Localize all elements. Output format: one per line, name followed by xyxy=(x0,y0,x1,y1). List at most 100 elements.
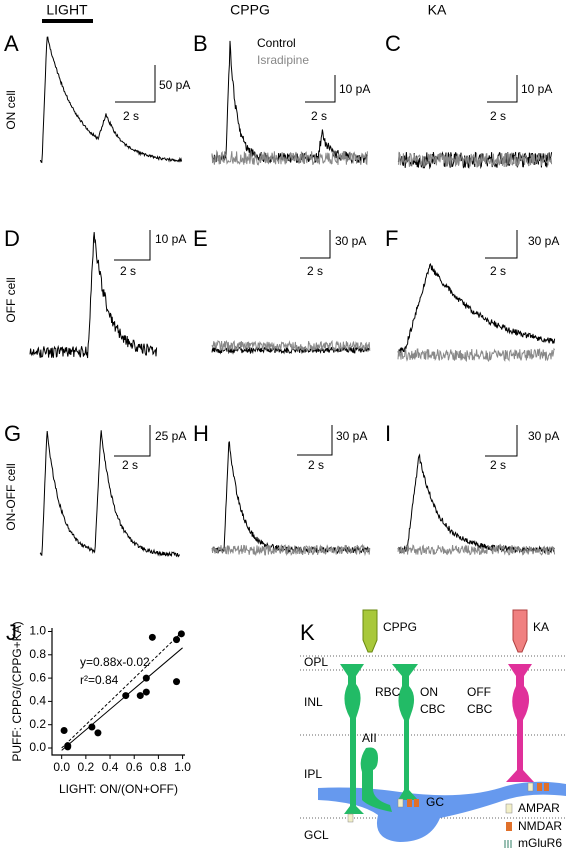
x-tick-label: 0.0 xyxy=(53,760,70,774)
panel-letter: B xyxy=(193,31,208,56)
y-tick-label: 0.6 xyxy=(29,670,46,684)
point xyxy=(64,743,72,751)
drug-label: CPPG xyxy=(383,620,417,634)
x-tick-label: 0.8 xyxy=(150,760,167,774)
point xyxy=(148,633,156,641)
scale-label-y: 50 pA xyxy=(159,78,190,92)
cell-label: AII xyxy=(362,731,377,745)
scale-label-y: 10 pA xyxy=(521,82,552,96)
trace xyxy=(397,151,553,168)
cell-label: CBC xyxy=(420,702,446,716)
point xyxy=(60,727,68,735)
scale-label-y: 30 pA xyxy=(335,234,366,248)
scatter-chart: 0.0 0.2 0.4 0.6 0.8 1.0 0.0 0.2 0.4 0.6 0.8 1.0 LIGH… xyxy=(10,621,191,796)
rod-bipolar-cell xyxy=(340,664,364,814)
legend-control: Control xyxy=(257,36,296,50)
y-tick-label: 1.0 xyxy=(29,624,46,638)
scale-label-y: 10 pA xyxy=(155,232,186,246)
scale-label-y: 25 pA xyxy=(155,429,186,443)
trace xyxy=(39,430,181,558)
scale-bar xyxy=(485,230,518,259)
trace xyxy=(397,347,556,363)
panel-letter: G xyxy=(4,421,21,446)
layer-label: IPL xyxy=(304,767,322,781)
nmdar-icon xyxy=(414,799,419,807)
retina-diagram: OPL INL IPL GCL CPPG KA RBC AII ON CBC O… xyxy=(300,609,566,850)
y-tick-label: 0.8 xyxy=(29,647,46,661)
trace xyxy=(397,262,556,354)
panel-letter: J xyxy=(6,620,17,645)
column-header: KA xyxy=(428,2,447,18)
scale-label-x: 2 s xyxy=(123,109,139,123)
panel-letter: C xyxy=(385,31,401,56)
scale-label-y: 30 pA xyxy=(528,429,559,443)
ganglion-cell xyxy=(318,781,566,842)
x-tick-label: 1.0 xyxy=(174,760,191,774)
scale-label-x: 2 s xyxy=(122,458,138,472)
panel-letter: I xyxy=(385,421,391,446)
receptor-label: mGluR6 xyxy=(518,836,562,850)
point xyxy=(88,723,96,731)
mglur6-icon xyxy=(504,840,512,848)
scale-bar xyxy=(297,425,333,456)
panel-letter: F xyxy=(385,226,398,251)
on-cone-bipolar-cell xyxy=(392,664,418,800)
trace xyxy=(29,232,158,359)
ampar-icon xyxy=(527,782,534,792)
scale-bar xyxy=(114,230,151,261)
nmdar-icon xyxy=(537,783,542,791)
cell-label: OFF xyxy=(467,685,491,699)
cell-label: ON xyxy=(420,685,438,699)
scale-bar xyxy=(485,425,518,457)
axes xyxy=(51,628,185,756)
point xyxy=(142,674,150,682)
layer-label: GCL xyxy=(304,828,329,842)
row-label: ON cell xyxy=(4,90,18,129)
layer-label: OPL xyxy=(304,655,328,669)
x-axis-label: LIGHT: ON/(ON+OFF) xyxy=(59,782,178,796)
point xyxy=(177,630,185,638)
ampar-icon xyxy=(505,803,513,814)
panel-letter: E xyxy=(193,226,208,251)
scale-bar xyxy=(114,425,151,457)
nmdar-icon xyxy=(544,783,549,791)
light-label: LIGHT xyxy=(46,2,88,18)
scale-label-y: 10 pA xyxy=(339,82,370,96)
x-tick-label: 0.6 xyxy=(126,760,143,774)
panel-letter: A xyxy=(4,31,19,56)
scale-label-y: 30 pA xyxy=(336,429,367,443)
off-cone-bipolar-cell xyxy=(506,664,534,782)
receptor-label: AMPAR xyxy=(518,801,560,815)
legend-isradipine: Isradipine xyxy=(257,53,309,67)
scale-label-x: 2 s xyxy=(490,458,506,472)
r-squared: r²=0.84 xyxy=(80,673,119,687)
nmdar-icon xyxy=(407,799,412,807)
scale-bar xyxy=(305,75,336,103)
point xyxy=(122,692,130,700)
trace xyxy=(211,543,371,557)
scale-bar xyxy=(115,65,156,103)
scale-label-x: 2 s xyxy=(308,458,324,472)
x-tick-label: 0.2 xyxy=(78,760,95,774)
row-label: OFF cell xyxy=(4,277,18,322)
nmdar-icon xyxy=(506,822,512,831)
cell-label: GC xyxy=(426,795,444,809)
scale-label-x: 2 s xyxy=(311,109,327,123)
scale-label-y: 30 pA xyxy=(528,234,559,248)
fit-equation: y=0.88x-0.02 xyxy=(80,655,150,669)
cell-label: CBC xyxy=(467,702,493,716)
trace xyxy=(397,453,555,554)
column-header: CPPG xyxy=(230,2,270,18)
trace xyxy=(211,149,368,166)
trace xyxy=(39,36,183,164)
point xyxy=(94,729,102,737)
scale-bar xyxy=(300,230,331,259)
point xyxy=(173,636,181,644)
scale-label-x: 2 s xyxy=(490,109,506,123)
panel-letter: K xyxy=(300,620,315,645)
receptor-label: NMDAR xyxy=(518,819,562,833)
point xyxy=(136,692,144,700)
point xyxy=(142,688,150,696)
y-tick-label: 0.2 xyxy=(29,717,46,731)
